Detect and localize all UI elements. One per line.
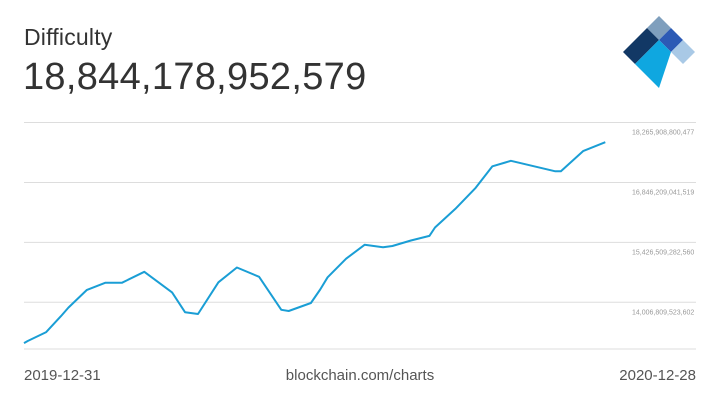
end-date-label: 2020-12-28 bbox=[619, 367, 696, 384]
y-tick-label: 15,426,509,282,560 bbox=[632, 249, 694, 256]
y-tick-label: 18,265,908,800,477 bbox=[632, 130, 694, 137]
source-label: blockchain.com/charts bbox=[285, 367, 435, 384]
logo-segment-edge bbox=[671, 40, 695, 64]
y-tick-label: 16,846,209,041,519 bbox=[632, 189, 694, 196]
start-date-label: 2019-12-31 bbox=[24, 367, 101, 384]
current-difficulty-value: 18,844,178,952,579 bbox=[23, 56, 367, 98]
logo-segment-left bbox=[623, 28, 659, 64]
chart-title: Difficulty bbox=[24, 24, 113, 50]
y-tick-label: 14,006,809,523,602 bbox=[632, 309, 694, 316]
logo-segment-bottom bbox=[635, 40, 671, 88]
blockchain-logo-icon bbox=[623, 16, 695, 88]
difficulty-series-line bbox=[23, 141, 606, 344]
